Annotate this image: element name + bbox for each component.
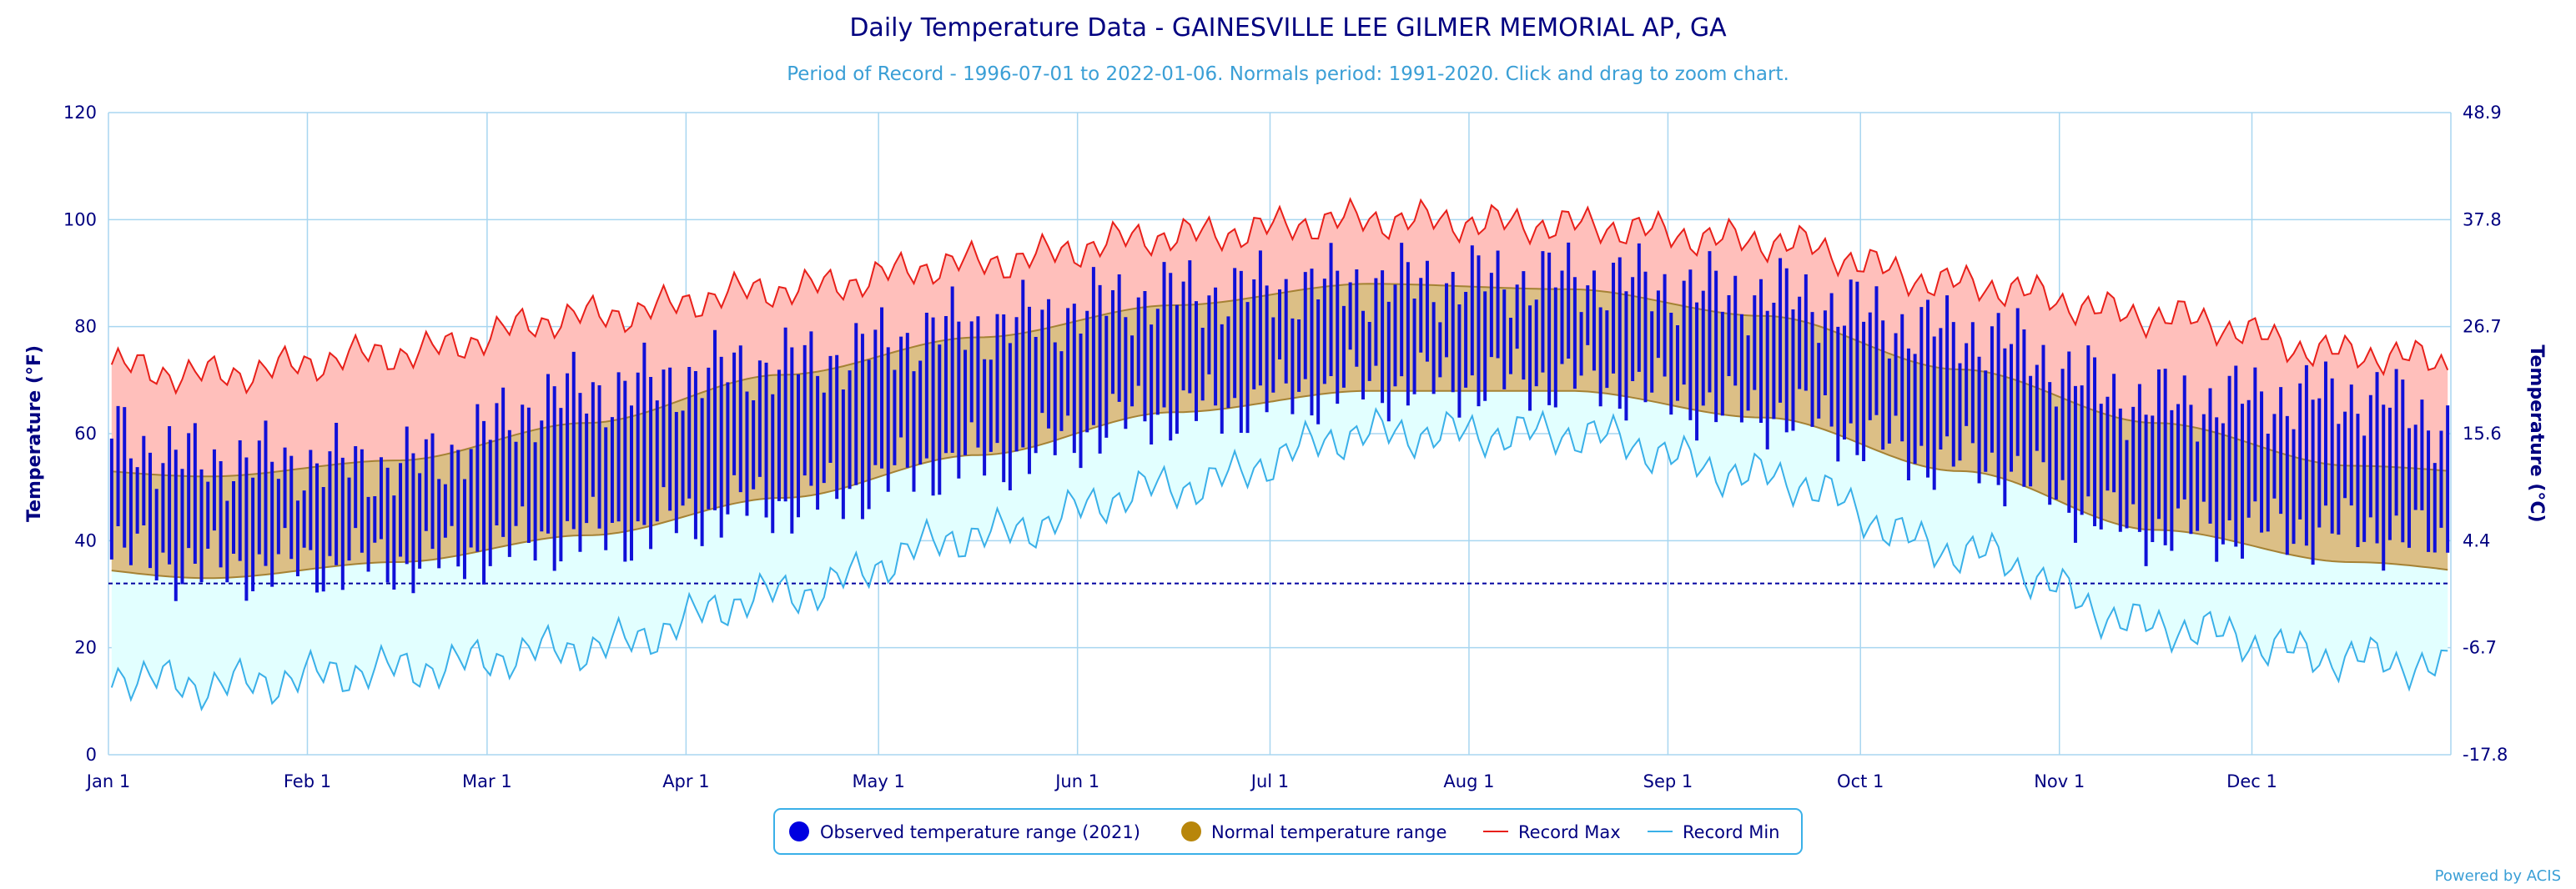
y-axis-title-left: Temperature (°F) — [24, 345, 45, 522]
x-tick-label: Jul 1 — [1250, 771, 1289, 791]
record-min-line — [110, 407, 2448, 712]
legend-normal-marker — [1181, 821, 1201, 841]
x-tick-label: Dec 1 — [2226, 771, 2277, 791]
legend-item-normal[interactable]: Normal temperature range — [1181, 821, 1446, 842]
legend-record-min-label: Record Min — [1683, 822, 1780, 842]
left-tick-label: 60 — [74, 424, 97, 444]
x-tick-label: Feb 1 — [284, 771, 331, 791]
right-axis-ticks: -17.8 -6.7 4.4 15.6 26.7 37.8 48.9 — [2463, 103, 2508, 765]
x-tick-label: Nov 1 — [2034, 771, 2085, 791]
x-tick-label: Oct 1 — [1837, 771, 1884, 791]
x-axis-ticks: Jan 1 Feb 1 Mar 1 Apr 1 May 1 Jun 1 Jul 1 Aug 1… — [85, 771, 2277, 791]
legend-item-record-min[interactable]: Record Min — [1648, 822, 1780, 842]
legend[interactable]: Observed temperature range (2021) Normal… — [773, 808, 1803, 855]
record-max-line — [110, 197, 2449, 395]
legend-item-observed[interactable]: Observed temperature range (2021) — [789, 821, 1140, 842]
x-tick-label: Aug 1 — [1443, 771, 1494, 791]
left-tick-label: 0 — [86, 745, 97, 765]
chart-subtitle: Period of Record - 1996-07-01 to 2022-01… — [787, 63, 1789, 85]
x-tick-label: Jan 1 — [85, 771, 130, 791]
left-tick-label: 120 — [63, 103, 97, 123]
legend-item-record-max[interactable]: Record Max — [1483, 822, 1621, 842]
x-tick-label: Jun 1 — [1054, 771, 1099, 791]
left-tick-label: 100 — [63, 209, 97, 229]
record-min-fill — [111, 390, 2448, 710]
x-tick-label: Mar 1 — [462, 771, 512, 791]
right-tick-label: 26.7 — [2463, 317, 2502, 337]
acis-credit-link[interactable]: Powered by ACIS — [2435, 867, 2561, 885]
left-tick-label: 40 — [74, 530, 97, 550]
legend-observed-label: Observed temperature range (2021) — [820, 822, 1140, 842]
normal-low-line — [111, 389, 2448, 580]
x-tick-label: Sep 1 — [1643, 771, 1693, 791]
left-tick-label: 20 — [74, 638, 97, 658]
right-tick-label: -6.7 — [2463, 638, 2497, 658]
plot-area[interactable] — [108, 112, 2452, 756]
x-tick-label: Apr 1 — [662, 771, 709, 791]
right-tick-label: 15.6 — [2463, 424, 2502, 444]
legend-observed-marker — [789, 821, 809, 841]
right-tick-label: 4.4 — [2463, 530, 2490, 550]
legend-record-max-label: Record Max — [1518, 822, 1621, 842]
left-axis-ticks: 0 20 40 60 80 100 120 — [63, 103, 97, 765]
y-axis-title-right: Temperature (°C) — [2526, 344, 2547, 522]
observed-range-bars — [109, 242, 2450, 601]
right-tick-label: 48.9 — [2463, 103, 2502, 123]
legend-normal-label: Normal temperature range — [1211, 822, 1446, 842]
record-max-fill — [111, 198, 2448, 477]
right-tick-label: 37.8 — [2463, 209, 2502, 229]
left-tick-label: 80 — [74, 317, 97, 337]
x-tick-label: May 1 — [852, 771, 904, 791]
right-tick-label: -17.8 — [2463, 745, 2508, 765]
chart-title: Daily Temperature Data - GAINESVILLE LEE… — [849, 13, 1727, 43]
legend-box — [773, 808, 1803, 855]
